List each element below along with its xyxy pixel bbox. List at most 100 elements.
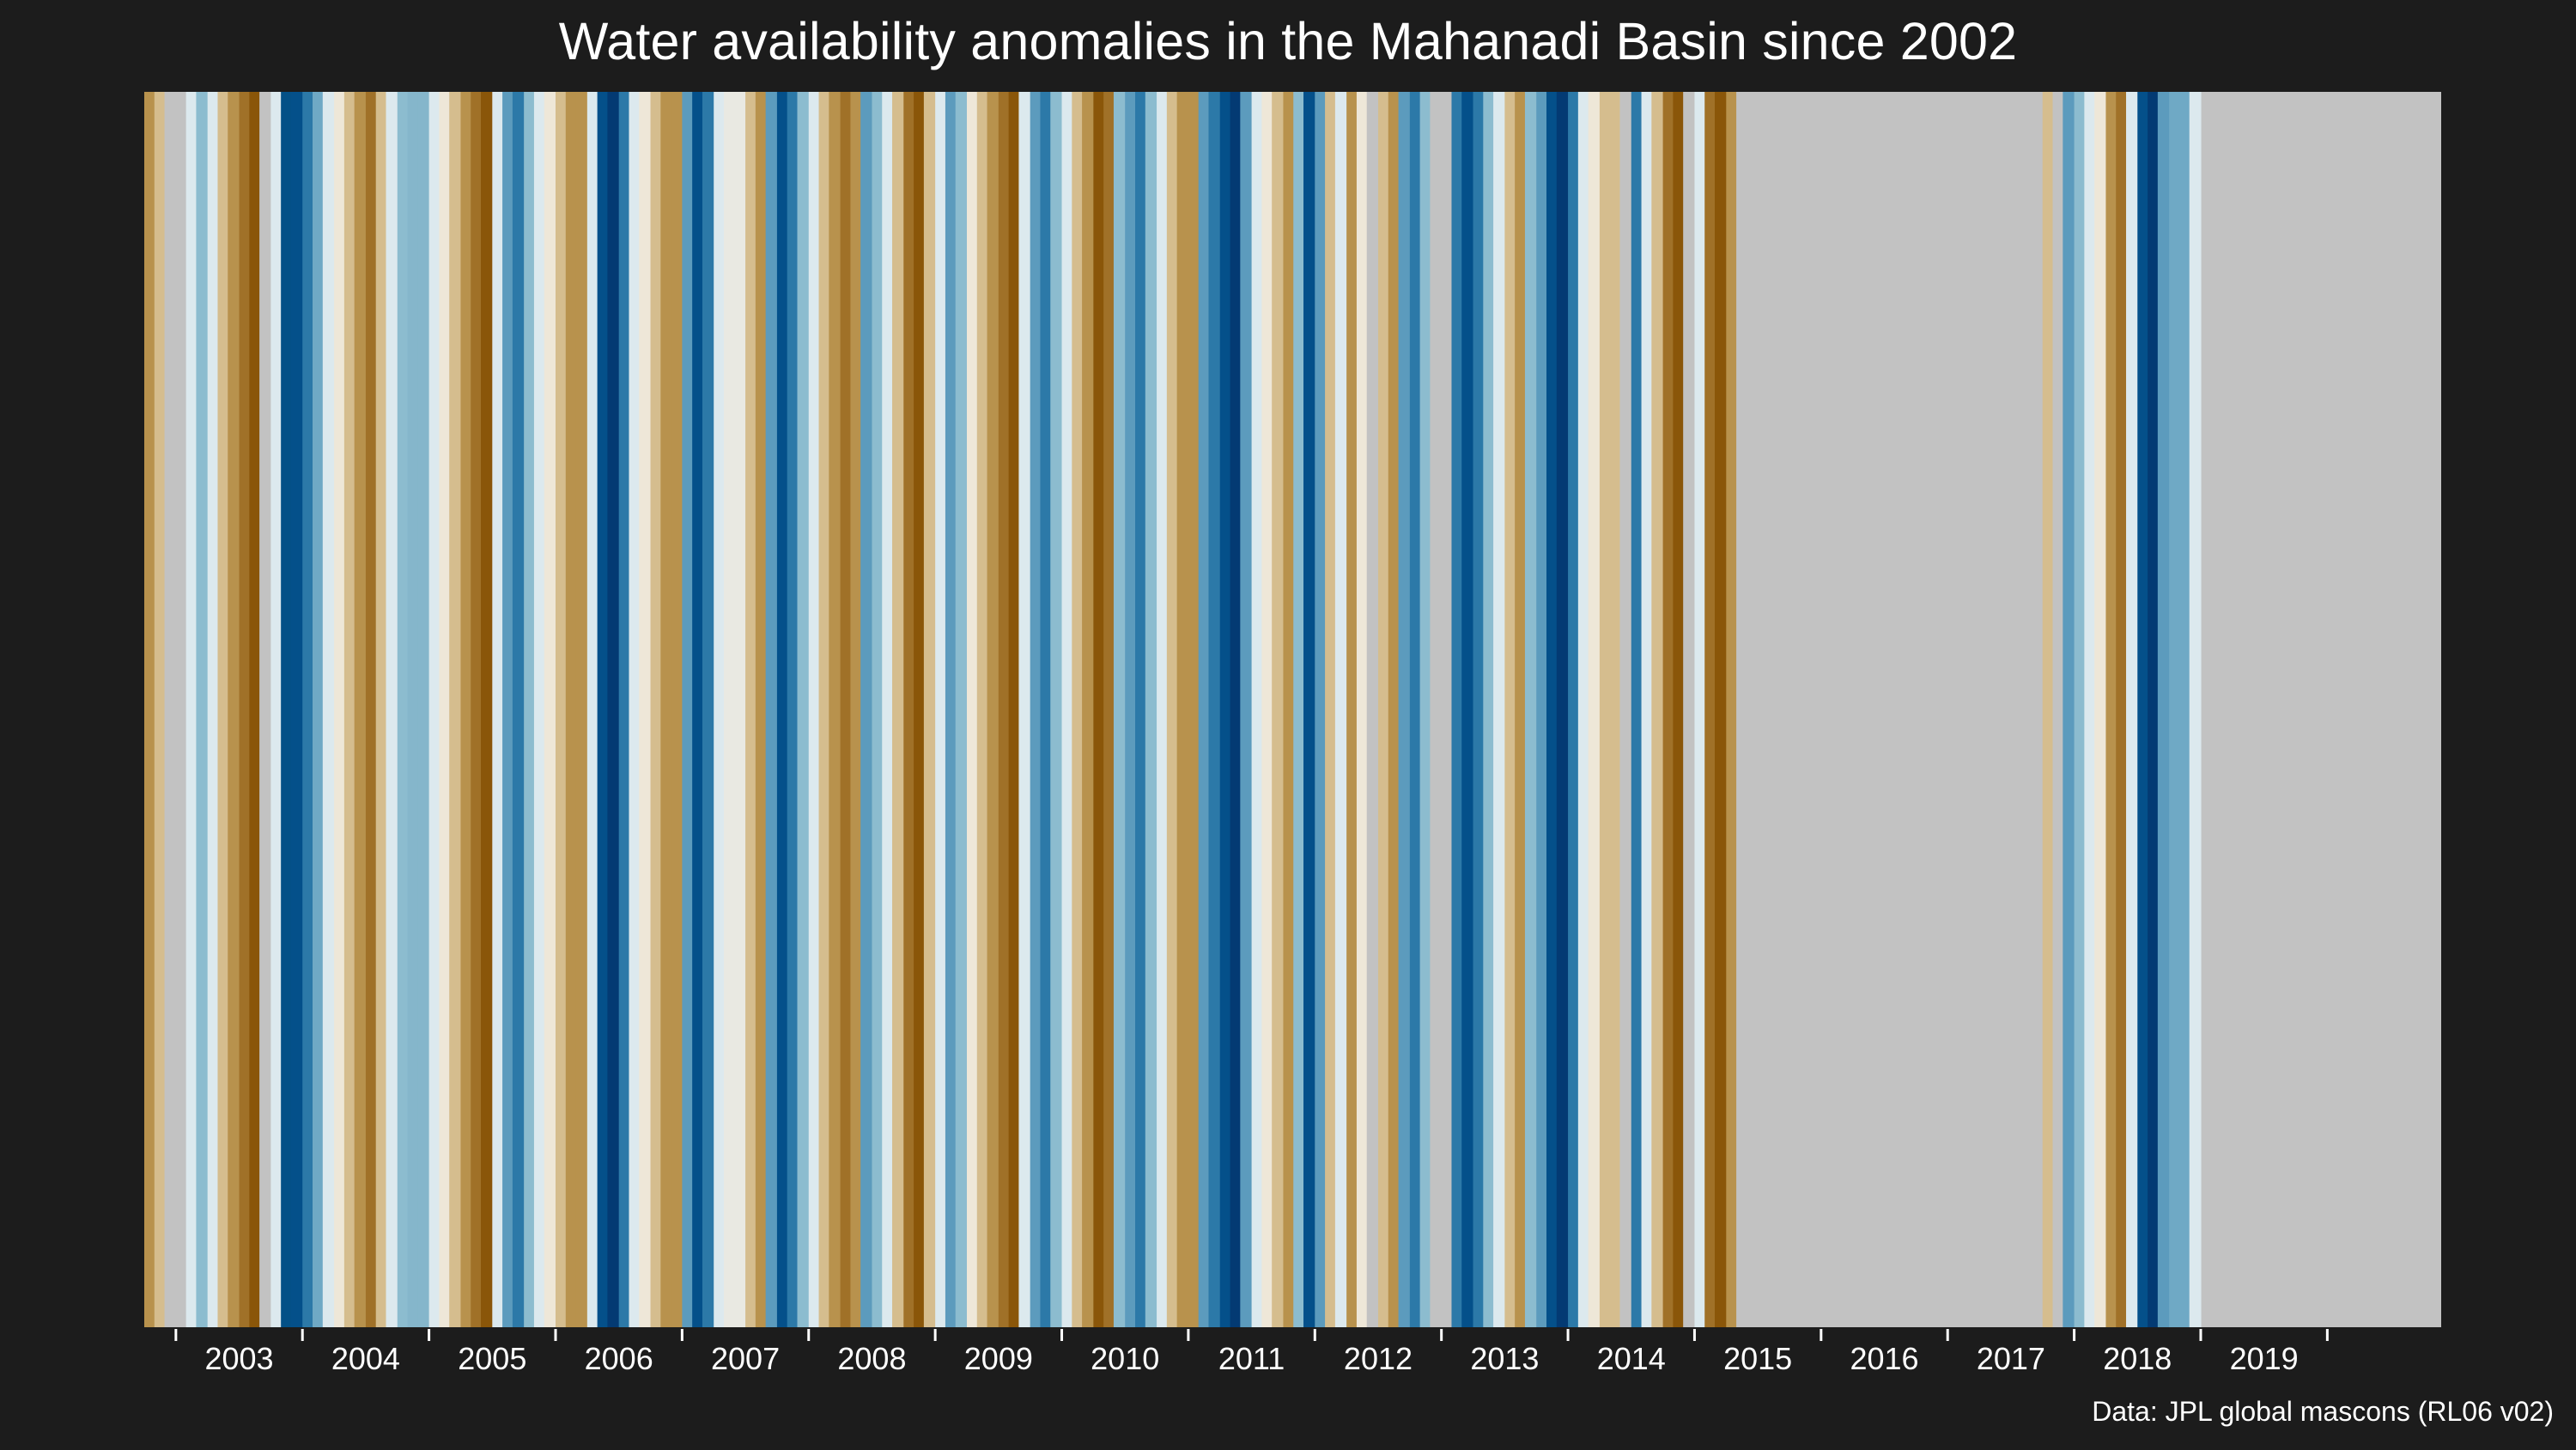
stripe xyxy=(660,92,671,1327)
stripe xyxy=(1219,92,1231,1327)
stripe xyxy=(1641,92,1652,1327)
stripe xyxy=(1030,92,1042,1327)
stripe xyxy=(1398,92,1411,1327)
stripe xyxy=(639,92,652,1327)
stripe xyxy=(597,92,609,1327)
stripe xyxy=(1113,92,1126,1327)
stripe xyxy=(618,92,630,1327)
stripe xyxy=(185,92,197,1327)
stripe xyxy=(1536,92,1547,1327)
stripe xyxy=(313,92,324,1327)
stripe xyxy=(1736,92,1759,1327)
stripe xyxy=(1303,92,1315,1327)
stripe xyxy=(1018,92,1031,1327)
stripe xyxy=(2116,92,2127,1327)
stripe xyxy=(144,92,155,1327)
stripe xyxy=(2189,92,2202,1327)
stripe xyxy=(850,92,861,1327)
stripe xyxy=(714,92,725,1327)
stripe xyxy=(439,92,450,1327)
stripe xyxy=(1261,92,1273,1327)
stripe xyxy=(1366,92,1379,1327)
stripe xyxy=(1103,92,1115,1327)
stripe xyxy=(882,92,893,1327)
stripe xyxy=(1040,92,1051,1327)
stripe xyxy=(492,92,503,1327)
stripe xyxy=(2105,92,2117,1327)
stripe xyxy=(1451,92,1462,1327)
stripe xyxy=(1325,92,1336,1327)
stripe xyxy=(787,92,799,1327)
stripe xyxy=(1556,92,1569,1327)
stripe xyxy=(365,92,377,1327)
stripe xyxy=(207,92,219,1327)
stripe xyxy=(1283,92,1294,1327)
stripe xyxy=(2094,92,2107,1327)
stripe xyxy=(417,92,430,1327)
stripe xyxy=(428,92,440,1327)
stripe xyxy=(1230,92,1241,1327)
stripe xyxy=(1388,92,1400,1327)
stripe xyxy=(281,92,292,1327)
stripe xyxy=(1166,92,1178,1327)
stripe xyxy=(154,92,166,1327)
stripe xyxy=(228,92,240,1327)
stripe xyxy=(1346,92,1358,1327)
stripe xyxy=(1157,92,1168,1327)
stripe xyxy=(914,92,925,1327)
stripe xyxy=(1588,92,1601,1327)
x-tick-label: 2008 xyxy=(837,1341,906,1376)
stripe xyxy=(322,92,335,1327)
stripe xyxy=(302,92,313,1327)
stripe xyxy=(829,92,841,1327)
stripe xyxy=(1715,92,1727,1327)
stripe xyxy=(481,92,493,1327)
x-tick-label: 2012 xyxy=(1344,1341,1413,1376)
stripe xyxy=(249,92,260,1327)
stripe xyxy=(776,92,788,1327)
stripe xyxy=(1082,92,1094,1327)
stripe xyxy=(1293,92,1304,1327)
stripe xyxy=(976,92,988,1327)
stripe xyxy=(987,92,999,1327)
stripe xyxy=(935,92,946,1327)
stripe xyxy=(1577,92,1589,1327)
x-tick-label: 2019 xyxy=(2230,1341,2299,1376)
x-tick-label: 2015 xyxy=(1723,1341,1792,1376)
stripe xyxy=(1430,92,1443,1327)
stripe xyxy=(375,92,387,1327)
stripe xyxy=(629,92,640,1327)
stripe xyxy=(998,92,1010,1327)
stripe xyxy=(840,92,851,1327)
x-tick-label: 2017 xyxy=(1977,1341,2045,1376)
stripe xyxy=(164,92,187,1327)
x-tick-label: 2018 xyxy=(2103,1341,2172,1376)
stripe xyxy=(682,92,693,1327)
x-axis: 2003 2004 2005 2006 2007 2008 2009 2010 2011 2012… xyxy=(174,1329,2329,1376)
x-tick-label: 2016 xyxy=(1850,1341,1918,1376)
stripe xyxy=(343,92,355,1327)
stripe xyxy=(565,92,577,1327)
stripe xyxy=(1008,92,1020,1327)
stripe xyxy=(1176,92,1189,1327)
x-tick-label: 2003 xyxy=(204,1341,273,1376)
stripes-layer xyxy=(144,92,2441,1327)
stripe xyxy=(1599,92,1611,1327)
stripe xyxy=(1093,92,1104,1327)
stripe xyxy=(1272,92,1285,1327)
stripe xyxy=(512,92,525,1327)
stripe xyxy=(575,92,588,1327)
stripe xyxy=(1483,92,1494,1327)
stripe xyxy=(797,92,810,1327)
stripe xyxy=(903,92,914,1327)
stripe xyxy=(1461,92,1474,1327)
stripe xyxy=(607,92,620,1327)
stripe xyxy=(1145,92,1157,1327)
stripe xyxy=(397,92,409,1327)
stripe xyxy=(2137,92,2148,1327)
stripe xyxy=(1135,92,1146,1327)
x-tick-label: 2011 xyxy=(1218,1341,1285,1376)
stripe xyxy=(1651,92,1664,1327)
stripe xyxy=(1704,92,1716,1327)
stripe xyxy=(1493,92,1505,1327)
